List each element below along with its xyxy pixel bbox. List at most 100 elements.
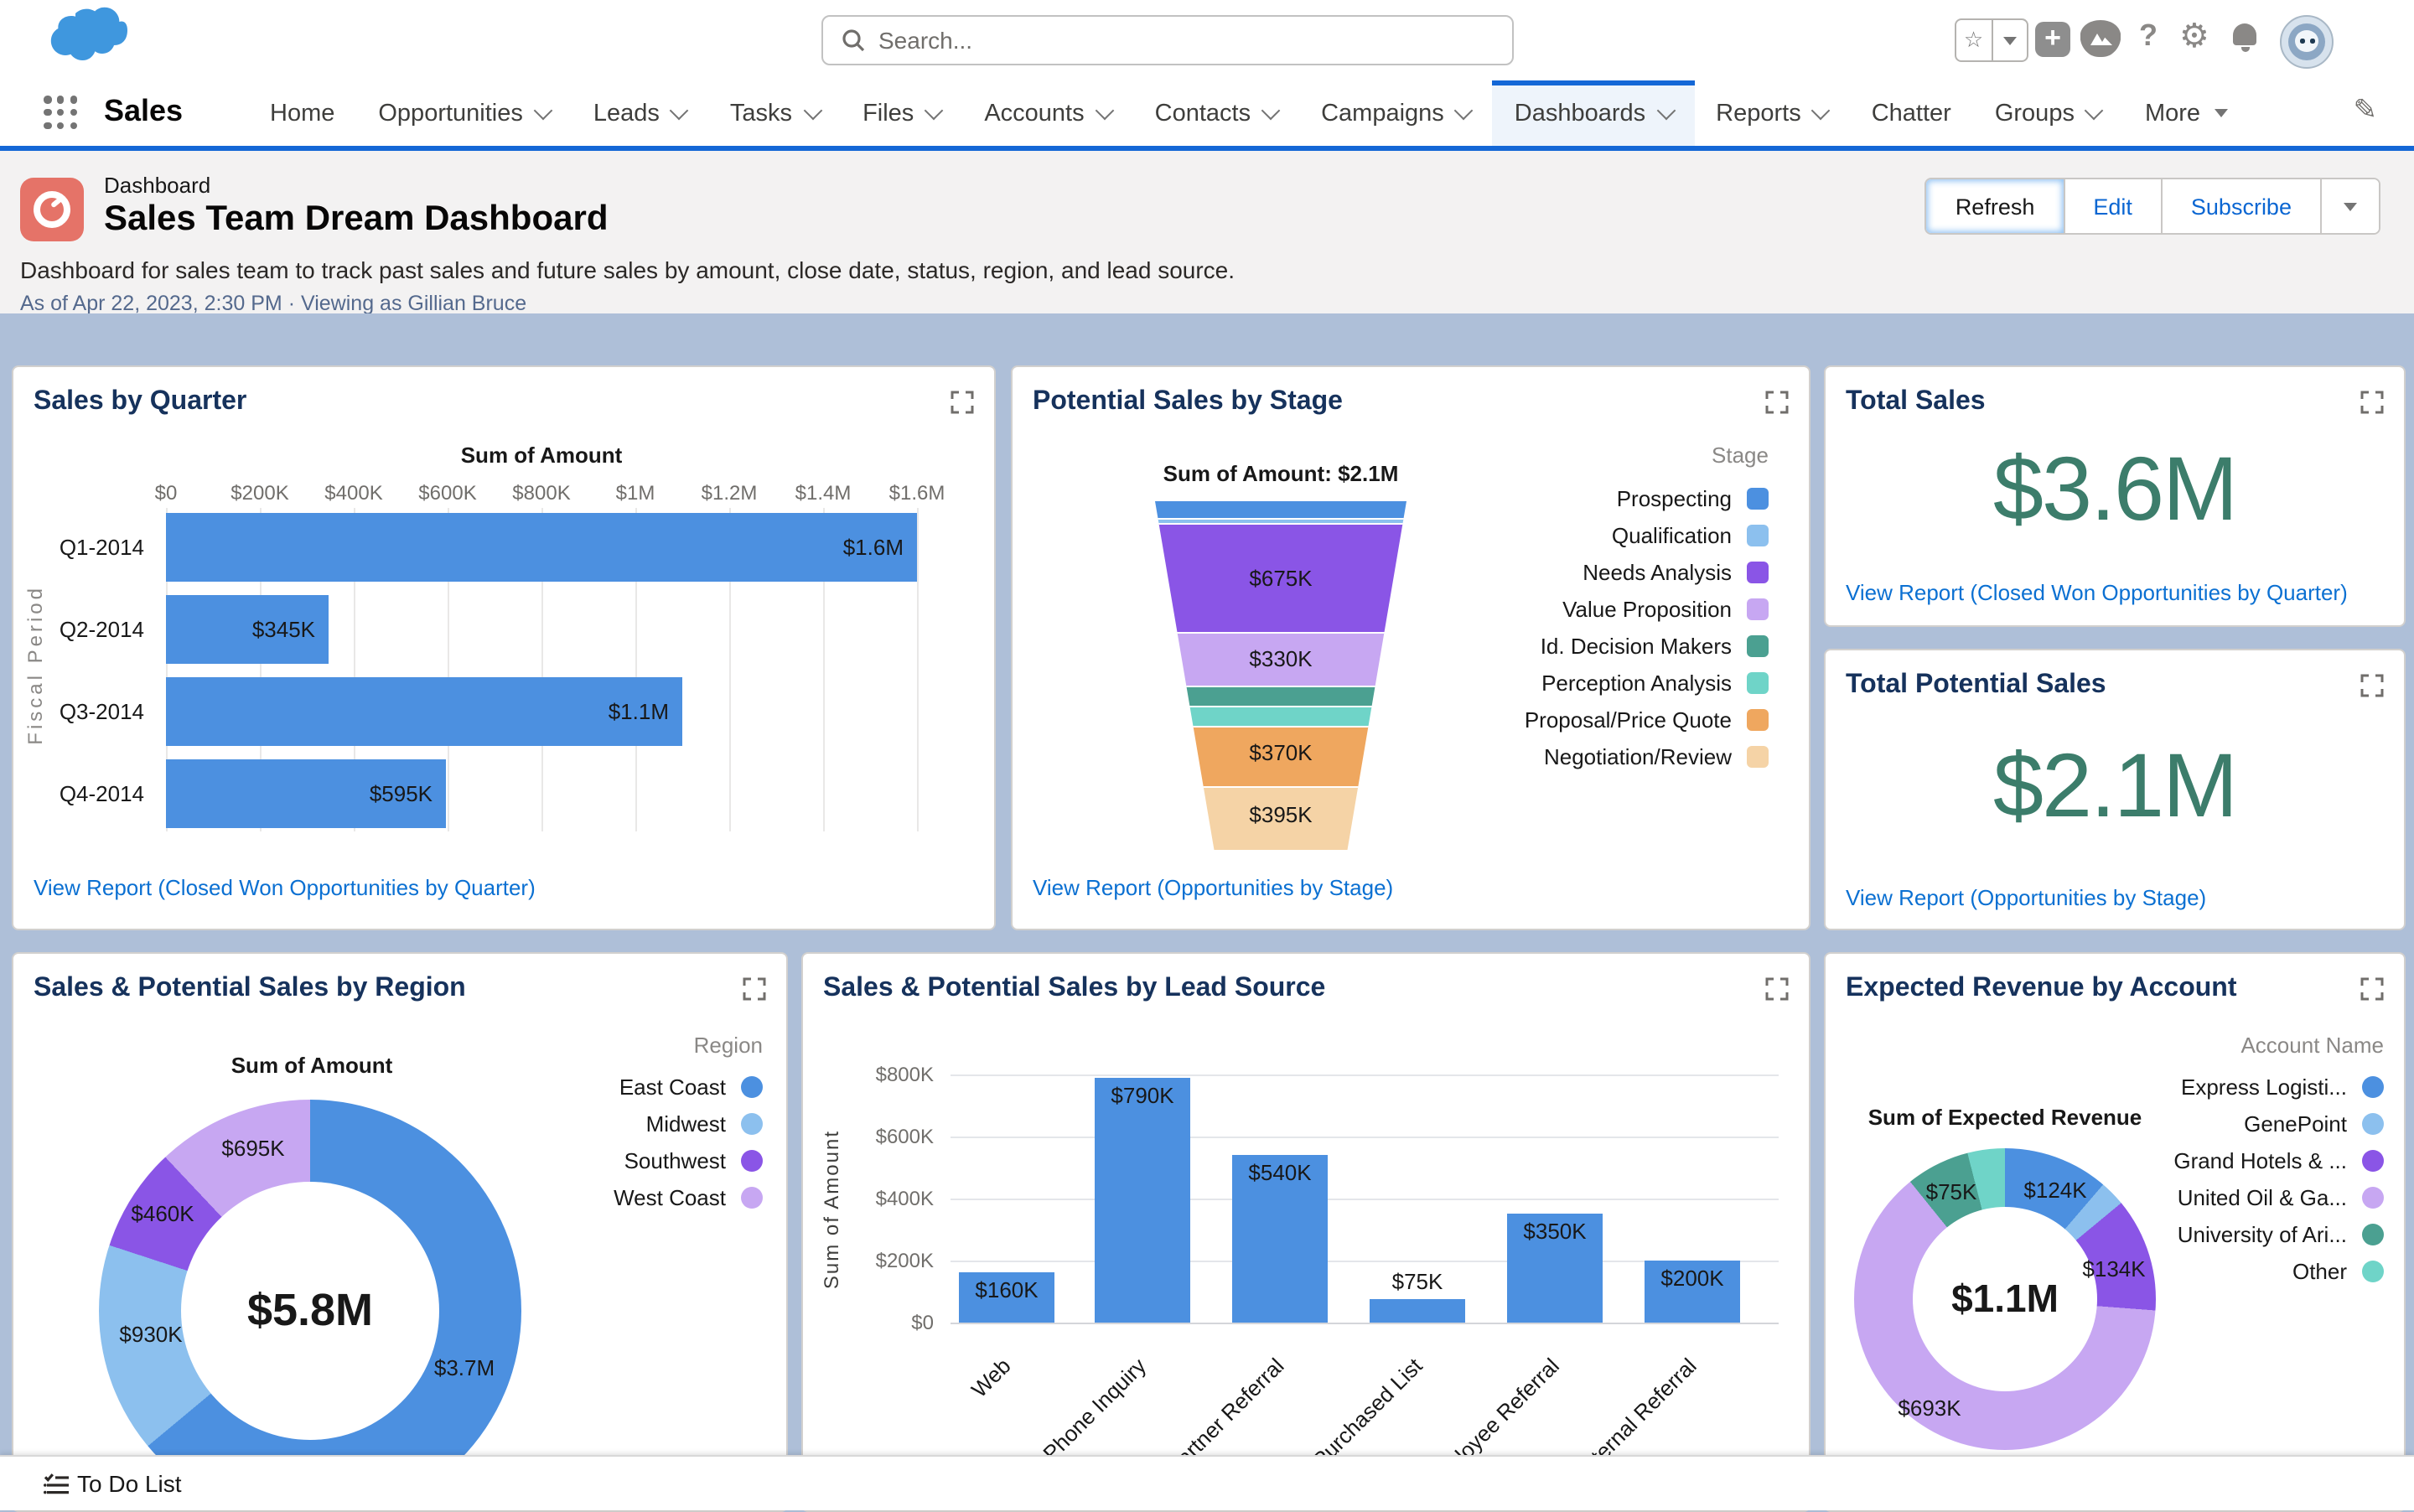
bar-value-label: $790K xyxy=(1111,1083,1174,1108)
legend-swatch xyxy=(1747,598,1769,620)
funnel-chart[interactable] xyxy=(1155,501,1406,850)
funnel-segment-prospecting[interactable] xyxy=(1155,501,1406,518)
x-tick: $1M xyxy=(615,481,655,505)
expand-icon[interactable] xyxy=(2360,977,2384,1001)
edit-nav-pencil-icon[interactable]: ✎ xyxy=(2353,94,2378,126)
panel-title: Expected Revenue by Account xyxy=(1846,974,2237,1002)
edit-button[interactable]: Edit xyxy=(2063,179,2161,233)
app-launcher-icon[interactable] xyxy=(44,96,79,131)
tab-reports[interactable]: Reports xyxy=(1694,80,1850,146)
tab-dashboards[interactable]: Dashboards xyxy=(1492,80,1695,146)
tab-home[interactable]: Home xyxy=(270,100,335,127)
bar-q4-2014[interactable] xyxy=(166,759,446,828)
legend-swatch xyxy=(1747,562,1769,583)
bar-value-label: $595K xyxy=(369,781,433,806)
favorites-menu-button[interactable] xyxy=(1991,20,2027,60)
expand-icon[interactable] xyxy=(1765,391,1789,414)
tab-groups[interactable]: Groups xyxy=(1973,80,2123,146)
dot-separator: · xyxy=(288,292,296,315)
caret-down-icon xyxy=(2214,109,2228,117)
legend-swatch xyxy=(2362,1076,2384,1098)
slice-value-label: $134K xyxy=(2082,1256,2146,1282)
donut-hole xyxy=(1913,1207,2097,1391)
more-actions-button[interactable] xyxy=(2320,179,2379,233)
expand-icon[interactable] xyxy=(951,391,974,414)
bar-external-referral[interactable] xyxy=(1645,1261,1740,1323)
bar-category: Q2-2014 xyxy=(59,617,144,642)
refresh-button[interactable]: Refresh xyxy=(1926,179,2064,233)
legend-swatch xyxy=(2362,1113,2384,1135)
bar-q1-2014[interactable] xyxy=(166,513,917,582)
dashboard-page-header: Dashboard Sales Team Dream Dashboard Das… xyxy=(0,151,2414,315)
y-tick: $200K xyxy=(875,1249,934,1272)
view-report-link[interactable]: View Report (Closed Won Opportunities by… xyxy=(1846,580,2348,605)
expand-icon[interactable] xyxy=(2360,674,2384,697)
panel-title: Potential Sales by Stage xyxy=(1033,387,1343,416)
bar-q2-2014[interactable] xyxy=(166,595,329,664)
todo-list-bar[interactable]: To Do List xyxy=(0,1455,2414,1510)
legend-swatch xyxy=(741,1187,763,1209)
tab-accounts[interactable]: Accounts xyxy=(962,80,1132,146)
bar-web[interactable] xyxy=(959,1272,1054,1323)
chevron-down-icon xyxy=(670,100,690,120)
y-tick: $0 xyxy=(911,1311,934,1334)
app-name: Sales xyxy=(104,94,184,127)
user-avatar[interactable] xyxy=(2280,15,2334,69)
bar-employee-referral[interactable] xyxy=(1507,1214,1603,1323)
funnel-segment-value-proposition[interactable] xyxy=(1155,632,1406,686)
trailhead-icon[interactable] xyxy=(2080,20,2121,65)
as-of-timestamp: As of Apr 22, 2023, 2:30 PM xyxy=(20,292,282,315)
avatar-eye xyxy=(2310,39,2314,43)
view-report-link[interactable]: View Report (Opportunities by Stage) xyxy=(1846,885,2207,910)
bar-purchased-list[interactable] xyxy=(1370,1299,1465,1323)
bar-value-label: $200K xyxy=(1660,1266,1724,1291)
tab-chatter[interactable]: Chatter xyxy=(1871,100,1951,127)
favorite-star-button[interactable]: ☆ xyxy=(1963,27,1984,52)
tab-tasks[interactable]: Tasks xyxy=(708,80,841,146)
viewing-as-link[interactable]: Viewing as Gillian Bruce xyxy=(301,292,527,315)
help-icon[interactable]: ? xyxy=(2139,18,2158,52)
view-report-link[interactable]: View Report (Opportunities by Stage) xyxy=(1033,875,1394,900)
tab-more[interactable]: More xyxy=(2123,80,2249,146)
global-add-button[interactable]: + xyxy=(2035,22,2070,57)
tab-opportunities[interactable]: Opportunities xyxy=(356,80,572,146)
expand-icon[interactable] xyxy=(1765,977,1789,1001)
legend-swatch xyxy=(2362,1150,2384,1172)
funnel-segment-needs-analysis[interactable] xyxy=(1155,523,1406,632)
y-tick: $400K xyxy=(875,1187,934,1210)
bar-phone-inquiry[interactable] xyxy=(1095,1078,1190,1323)
search-placeholder: Search... xyxy=(878,27,973,54)
tab-leads[interactable]: Leads xyxy=(572,80,708,146)
tab-contacts[interactable]: Contacts xyxy=(1133,80,1299,146)
expand-icon[interactable] xyxy=(743,977,766,1001)
legend-item: Southwest xyxy=(624,1148,763,1173)
donut-center-value: $1.1M xyxy=(1951,1276,2059,1320)
legend-item: Needs Analysis xyxy=(1583,560,1769,585)
funnel-segment-qualification[interactable] xyxy=(1155,518,1406,523)
setup-gear-icon[interactable]: ⚙ xyxy=(2179,18,2209,55)
legend-swatch xyxy=(1747,709,1769,731)
dashboard-record-icon xyxy=(20,178,84,241)
bar-partner-referral[interactable] xyxy=(1232,1155,1328,1323)
funnel-segment-id-decision-makers[interactable] xyxy=(1155,686,1406,706)
subscribe-button[interactable]: Subscribe xyxy=(2160,179,2320,233)
funnel-segment-perception-analysis[interactable] xyxy=(1155,706,1406,726)
legend-swatch xyxy=(1747,672,1769,694)
total-potential-sales-metric: $2.1M xyxy=(1992,736,2238,836)
avatar-face xyxy=(2295,30,2318,52)
legend-swatch xyxy=(2362,1187,2384,1209)
bar-category: Q3-2014 xyxy=(59,699,144,724)
expand-icon[interactable] xyxy=(2360,391,2384,414)
bar-q3-2014[interactable] xyxy=(166,677,682,746)
tab-campaigns[interactable]: Campaigns xyxy=(1299,80,1493,146)
tab-files[interactable]: Files xyxy=(841,80,962,146)
chevron-down-icon xyxy=(533,100,553,120)
legend-item: GenePoint xyxy=(2244,1111,2384,1137)
donut-center-value: $5.8M xyxy=(246,1285,374,1335)
notifications-bell-icon[interactable] xyxy=(2233,23,2256,52)
favorites-button-group: ☆ xyxy=(1955,18,2028,62)
global-search-input[interactable]: Search... xyxy=(821,15,1514,65)
chevron-down-icon xyxy=(1454,100,1474,120)
view-report-link[interactable]: View Report (Closed Won Opportunities by… xyxy=(34,875,536,900)
